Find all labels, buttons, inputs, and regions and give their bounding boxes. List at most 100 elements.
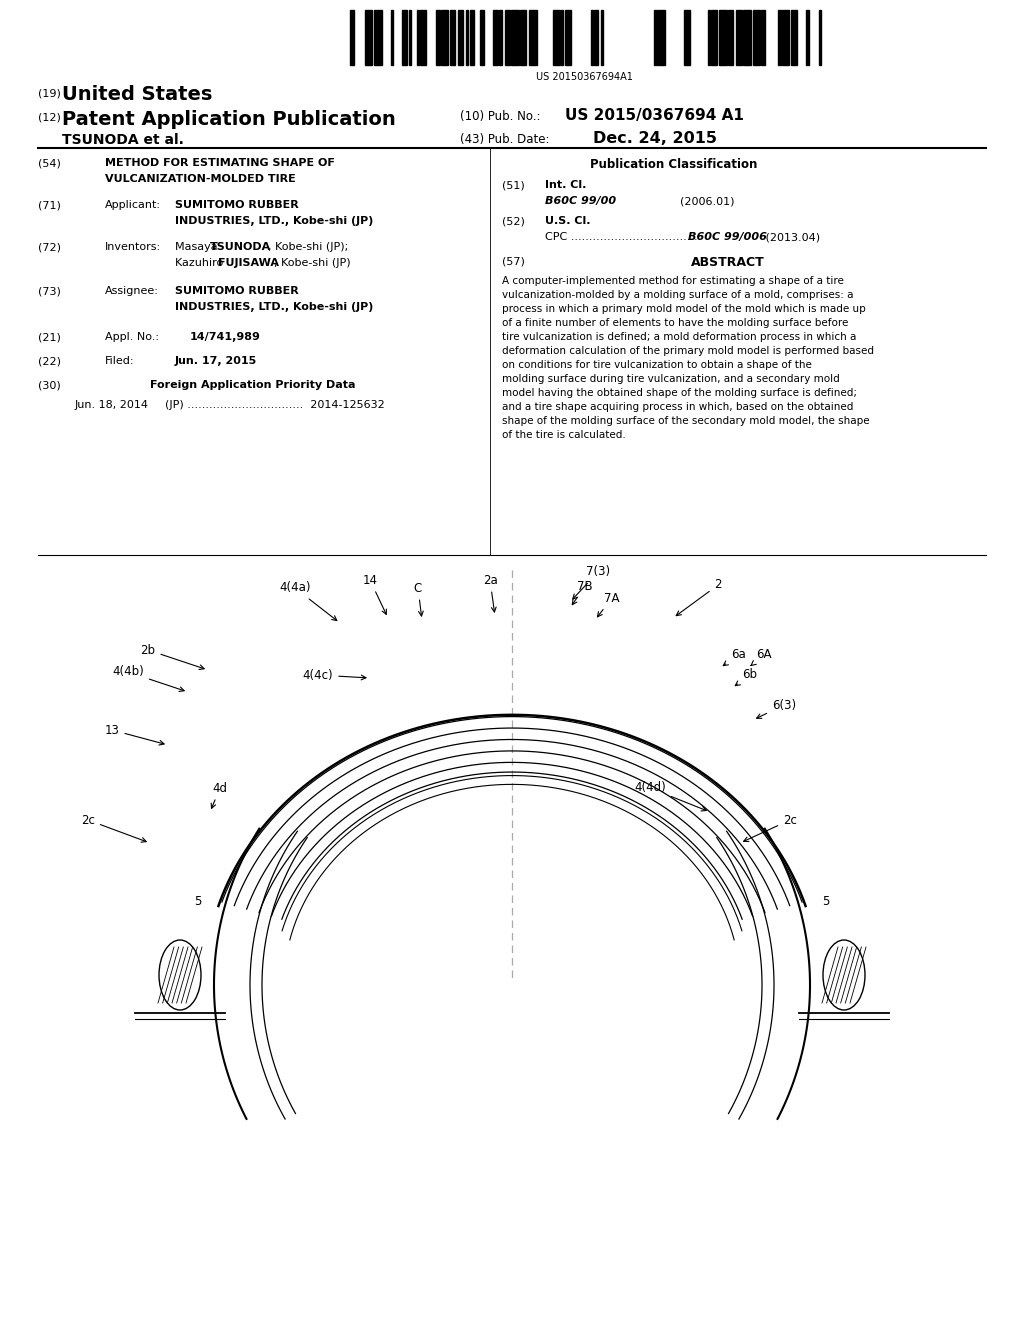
Bar [350,11,354,65]
Text: 4d: 4d [211,781,227,808]
Bar [708,11,710,65]
Bar [493,11,498,65]
Text: (54): (54) [38,158,60,168]
Bar [654,11,657,65]
Bar [458,11,463,65]
Text: TSUNODA: TSUNODA [210,242,271,252]
Text: of the tire is calculated.: of the tire is calculated. [502,430,626,440]
Text: Dec. 24, 2015: Dec. 24, 2015 [593,131,717,147]
Text: 4(4d): 4(4d) [634,781,707,810]
Text: Patent Application Publication: Patent Application Publication [62,110,395,129]
Text: VULCANIZATION-MOLDED TIRE: VULCANIZATION-MOLDED TIRE [105,174,296,183]
Bar [711,11,717,65]
Text: 4(4c): 4(4c) [303,668,366,681]
Bar [761,11,765,65]
Bar [591,11,593,65]
Bar [594,11,598,65]
Text: 2c: 2c [81,813,146,842]
Text: Int. Cl.: Int. Cl. [545,180,587,190]
Text: of a finite number of elements to have the molding surface before: of a finite number of elements to have t… [502,318,848,327]
Text: (JP) ................................  2014-125632: (JP) ................................ 20… [165,400,385,411]
Text: (51): (51) [502,180,524,190]
Text: 7A: 7A [597,591,620,616]
Text: 5: 5 [195,895,202,908]
Text: Publication Classification: Publication Classification [590,158,758,172]
Bar [441,11,449,65]
Bar [480,11,484,65]
Text: SUMITOMO RUBBER: SUMITOMO RUBBER [175,201,299,210]
Bar [466,11,468,65]
Bar [743,11,751,65]
Text: METHOD FOR ESTIMATING SHAPE OF: METHOD FOR ESTIMATING SHAPE OF [105,158,335,168]
Text: molding surface during tire vulcanization, and a secondary mold: molding surface during tire vulcanizatio… [502,374,840,384]
Text: 7(3): 7(3) [572,565,610,599]
Text: model having the obtained shape of the molding surface is defined;: model having the obtained shape of the m… [502,388,857,399]
Text: FUJISAWA: FUJISAWA [218,257,279,268]
Text: , Kobe-shi (JP): , Kobe-shi (JP) [274,257,350,268]
Text: Applicant:: Applicant: [105,201,161,210]
Text: (2006.01): (2006.01) [680,195,734,206]
Text: deformation calculation of the primary mold model is performed based: deformation calculation of the primary m… [502,346,874,356]
Text: INDUSTRIES, LTD., Kobe-shi (JP): INDUSTRIES, LTD., Kobe-shi (JP) [175,216,374,226]
Text: U.S. Cl.: U.S. Cl. [545,216,591,226]
Text: 6a: 6a [723,648,745,665]
Text: C: C [414,582,423,616]
Text: 7B: 7B [572,579,593,605]
Bar [499,11,502,65]
Bar [391,11,393,65]
Text: INDUSTRIES, LTD., Kobe-shi (JP): INDUSTRIES, LTD., Kobe-shi (JP) [175,302,374,312]
Text: TSUNODA et al.: TSUNODA et al. [62,133,184,147]
Text: 6A: 6A [751,648,772,665]
Text: Filed:: Filed: [105,356,134,366]
Text: (72): (72) [38,242,61,252]
Text: Inventors:: Inventors: [105,242,161,252]
Text: shape of the molding surface of the secondary mold model, the shape: shape of the molding surface of the seco… [502,416,869,426]
Bar [565,11,571,65]
Text: US 2015/0367694 A1: US 2015/0367694 A1 [565,108,743,123]
Text: SUMITOMO RUBBER: SUMITOMO RUBBER [175,286,299,296]
Text: A computer-implemented method for estimating a shape of a tire: A computer-implemented method for estima… [502,276,844,286]
Text: (2013.04): (2013.04) [762,232,820,242]
Bar [374,11,382,65]
Text: 14/741,989: 14/741,989 [190,333,261,342]
Text: 2: 2 [676,578,722,615]
Bar [450,11,455,65]
Bar [782,11,790,65]
Text: Jun. 18, 2014: Jun. 18, 2014 [75,400,150,411]
Text: (19): (19) [38,88,60,98]
Bar [436,11,440,65]
Bar [561,11,563,65]
Text: (10) Pub. No.:: (10) Pub. No.: [460,110,541,123]
Text: US 20150367694A1: US 20150367694A1 [536,73,633,82]
Bar [819,11,821,65]
Text: vulcanization-molded by a molding surface of a mold, comprises: a: vulcanization-molded by a molding surfac… [502,290,853,300]
Bar [736,11,742,65]
Bar [719,11,727,65]
Text: 4(4a): 4(4a) [280,582,337,620]
Text: (71): (71) [38,201,60,210]
Bar [529,11,537,65]
Text: (57): (57) [502,256,525,267]
Bar [505,11,510,65]
Text: 4(4b): 4(4b) [112,665,184,692]
Bar [728,11,733,65]
Text: (30): (30) [38,380,60,389]
Text: and a tire shape acquiring process in which, based on the obtained: and a tire shape acquiring process in wh… [502,403,853,412]
Bar [658,11,665,65]
Text: (22): (22) [38,356,61,366]
Text: B60C 99/006: B60C 99/006 [688,232,767,242]
Text: 2c: 2c [743,813,797,841]
Bar [753,11,760,65]
Text: 2a: 2a [482,573,498,612]
Text: (73): (73) [38,286,60,296]
Text: process in which a primary mold model of the mold which is made up: process in which a primary mold model of… [502,304,865,314]
Text: (21): (21) [38,333,60,342]
Text: United States: United States [62,84,212,104]
Text: Foreign Application Priority Data: Foreign Application Priority Data [150,380,355,389]
Text: (43) Pub. Date:: (43) Pub. Date: [460,133,550,147]
Text: Masaya: Masaya [175,242,221,252]
Text: on conditions for tire vulcanization to obtain a shape of the: on conditions for tire vulcanization to … [502,360,812,370]
Bar [778,11,781,65]
Text: (12): (12) [38,112,60,121]
Text: tire vulcanization is defined; a mold deformation process in which a: tire vulcanization is defined; a mold de… [502,333,856,342]
